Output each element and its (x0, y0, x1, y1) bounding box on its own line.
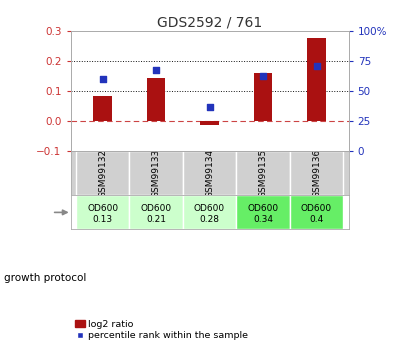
Point (313, 63, 320, 69)
Bar (183, 151, 236, 195)
Text: OD600: OD600 (87, 204, 118, 213)
Bar (129, 151, 183, 195)
Text: GSM99135: GSM99135 (259, 149, 268, 198)
Text: OD600: OD600 (194, 204, 225, 213)
Text: OD600: OD600 (301, 204, 332, 213)
Text: OD600: OD600 (247, 204, 278, 213)
Point (206, 104, 213, 110)
Bar (76, 151, 129, 195)
Text: GSM99134: GSM99134 (205, 149, 214, 198)
Bar (200, 121, 219, 125)
Bar (236, 195, 290, 229)
Bar (76, 195, 129, 229)
Bar (183, 195, 236, 229)
Text: 0.34: 0.34 (253, 215, 273, 224)
Bar (93, 96, 112, 121)
Point (100, 76, 106, 82)
Text: GSM99133: GSM99133 (152, 149, 160, 198)
Bar (236, 151, 290, 195)
Text: OD600: OD600 (141, 204, 172, 213)
Bar (253, 73, 272, 121)
Bar (129, 195, 183, 229)
Legend: log2 ratio, percentile rank within the sample: log2 ratio, percentile rank within the s… (75, 319, 249, 340)
Bar (147, 78, 166, 121)
Point (153, 67, 159, 72)
Bar (290, 195, 343, 229)
Text: GSM99132: GSM99132 (98, 149, 107, 198)
Text: 0.4: 0.4 (310, 215, 324, 224)
Text: 0.21: 0.21 (146, 215, 166, 224)
Bar (307, 38, 326, 121)
Bar (290, 151, 343, 195)
Text: GSM99136: GSM99136 (312, 149, 321, 198)
Text: 0.13: 0.13 (93, 215, 113, 224)
Text: 0.28: 0.28 (199, 215, 220, 224)
Text: growth protocol: growth protocol (4, 273, 86, 283)
Title: GDS2592 / 761: GDS2592 / 761 (157, 16, 262, 30)
Point (260, 73, 266, 78)
